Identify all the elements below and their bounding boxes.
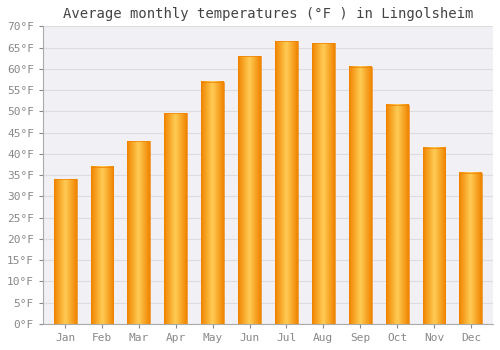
Bar [422,147,446,324]
Bar [201,82,224,324]
Bar [460,173,482,324]
Bar [238,56,261,324]
Bar [386,105,408,324]
Bar [275,41,298,324]
Title: Average monthly temperatures (°F ) in Lingolsheim: Average monthly temperatures (°F ) in Li… [63,7,473,21]
Bar [90,167,114,324]
Bar [128,141,150,324]
Bar [312,43,335,324]
Bar [54,180,76,324]
Bar [349,67,372,324]
Bar [164,113,187,324]
